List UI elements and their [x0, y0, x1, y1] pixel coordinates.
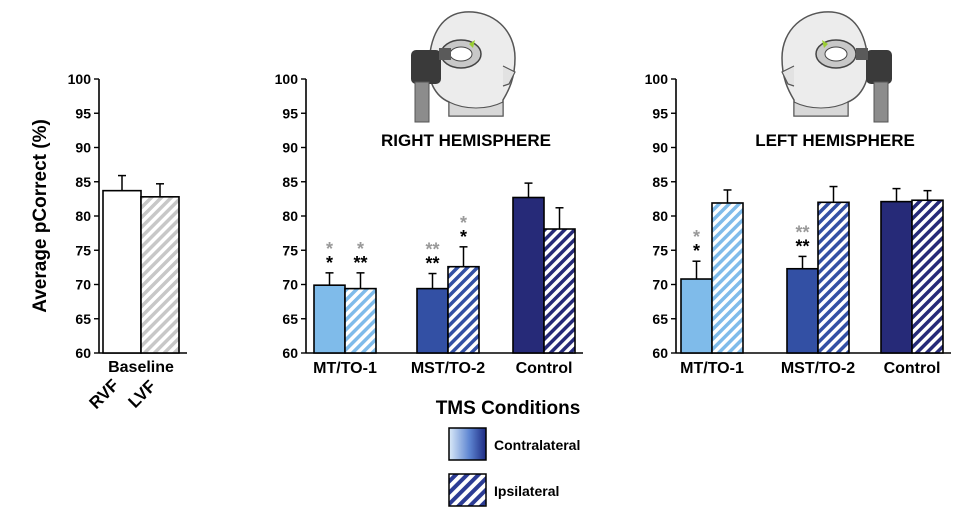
legend-contralateral-label: Contralateral: [494, 437, 580, 453]
y-tick-label: 80: [282, 208, 298, 224]
legend: Contralateral Ipsilateral: [448, 427, 580, 507]
y-tick-label: 60: [282, 345, 298, 361]
y-axis-label: Average pCorrect (%): [30, 119, 51, 313]
bar-ipsilateral: [543, 228, 576, 354]
significance-black: **: [795, 236, 809, 256]
y-tick-label: 100: [275, 71, 299, 87]
y-tick-label: 60: [652, 345, 668, 361]
head-tms-right-icon: [411, 11, 516, 123]
x-tick-label: Baseline: [108, 359, 174, 376]
x-tick-label: MT/TO-1: [313, 360, 377, 377]
legend-ipsilateral-swatch: [448, 473, 487, 507]
bar-contralateral: [512, 196, 545, 354]
bar-contralateral: [880, 200, 913, 354]
significance-gray: *: [326, 239, 333, 259]
significance-black: **: [425, 254, 439, 274]
y-tick-label: 70: [652, 277, 668, 293]
x-tick-label: MST/TO-2: [781, 360, 855, 377]
y-tick-label: 90: [75, 140, 91, 156]
x-axis-label: TMS Conditions: [436, 398, 581, 419]
y-tick-label: 80: [75, 208, 91, 224]
significance-gray: **: [425, 240, 439, 260]
significance-gray: *: [460, 213, 467, 233]
bar-lvf: [140, 196, 180, 354]
bar-label: RVF: [85, 375, 122, 412]
y-tick-label: 95: [652, 105, 668, 121]
right-hemisphere-title: RIGHT HEMISPHERE: [381, 131, 551, 150]
y-tick-label: 70: [282, 277, 298, 293]
right-hemisphere-chart: 60 65 70 75 80 85 90 95 100 MT/TO-1 MST/TO-2 Contro…: [275, 71, 583, 377]
y-tick-label: 90: [652, 140, 668, 156]
y-tick-label: 60: [75, 345, 91, 361]
y-tick-label: 85: [75, 174, 91, 190]
x-tick-label: MT/TO-1: [680, 360, 744, 377]
y-tick-label: 85: [282, 174, 298, 190]
bar-contralateral: [416, 287, 449, 354]
y-tick-label: 65: [282, 311, 298, 327]
x-tick-label: MST/TO-2: [411, 360, 485, 377]
y-tick-label: 100: [68, 71, 92, 87]
y-tick-label: 90: [282, 140, 298, 156]
significance-black: *: [693, 241, 700, 261]
y-tick-label: 75: [282, 242, 298, 258]
legend-contralateral-swatch: [448, 427, 487, 461]
left-hemisphere-chart: 60 65 70 75 80 85 90 95 100 MT/TO-1 MST/TO-2 Contro…: [645, 71, 951, 377]
x-tick-label: Control: [516, 360, 573, 377]
bar-contralateral: [680, 278, 713, 354]
y-tick-label: 80: [652, 208, 668, 224]
significance-black: **: [353, 253, 367, 273]
y-tick-label: 100: [645, 71, 669, 87]
significance-gray: **: [795, 222, 809, 242]
bar-contralateral: [313, 284, 346, 354]
significance-gray: *: [357, 239, 364, 259]
left-hemisphere-title: LEFT HEMISPHERE: [755, 131, 915, 150]
y-tick-label: 95: [282, 105, 298, 121]
y-tick-label: 85: [652, 174, 668, 190]
legend-ipsilateral-label: Ipsilateral: [494, 483, 559, 499]
significance-black: *: [326, 253, 333, 273]
head-tms-left-icon: [781, 11, 892, 123]
significance-gray: *: [693, 227, 700, 247]
y-tick-label: 95: [75, 105, 91, 121]
bar-contralateral: [786, 267, 819, 354]
y-tick-label: 70: [75, 277, 91, 293]
bar-ipsilateral: [911, 199, 944, 354]
x-tick-label: Control: [884, 360, 941, 377]
significance-black: *: [460, 227, 467, 247]
y-tick-label: 65: [75, 311, 91, 327]
bar-ipsilateral: [817, 201, 850, 354]
bar-ipsilateral: [711, 202, 744, 354]
y-tick-label: 65: [652, 311, 668, 327]
bar-ipsilateral: [344, 287, 377, 354]
y-tick-label: 75: [75, 242, 91, 258]
bar-ipsilateral: [447, 265, 480, 354]
bar-label: LVF: [124, 376, 159, 411]
bar-rvf: [102, 189, 142, 354]
y-tick-label: 75: [652, 242, 668, 258]
